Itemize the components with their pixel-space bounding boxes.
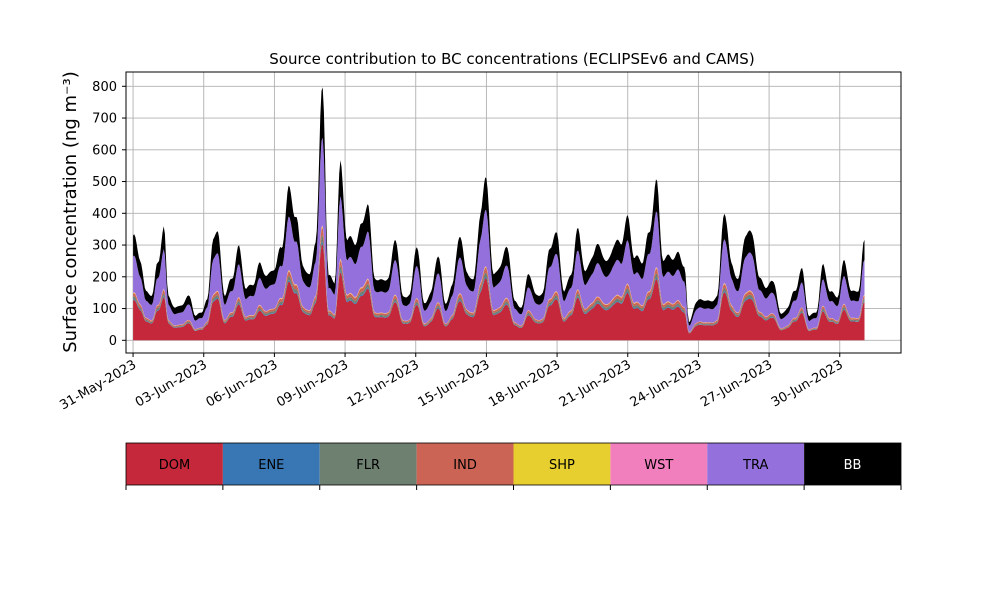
y-tick-label: 600 xyxy=(92,143,117,158)
x-tick-label: 12-Jun-2023 xyxy=(345,357,422,410)
x-tick-label: 31-May-2023 xyxy=(57,357,139,413)
legend-swatch-bb xyxy=(804,443,901,485)
y-tick-label: 500 xyxy=(92,175,117,190)
legend-swatch-ene xyxy=(222,443,320,485)
legend-label: DOM xyxy=(159,458,190,473)
x-tick-label: 15-Jun-2023 xyxy=(416,357,493,410)
x-tick-label: 21-Jun-2023 xyxy=(557,357,634,410)
chart-title: Source contribution to BC concentrations… xyxy=(269,50,754,68)
series-area-flr xyxy=(133,235,865,334)
legend-swatch-flr xyxy=(319,443,417,485)
y-axis-label: Surface concentration (ng m⁻³) xyxy=(60,71,81,353)
legend-swatch-tra xyxy=(707,443,805,485)
y-tick-label: 800 xyxy=(92,80,117,95)
legend-swatch-ind xyxy=(416,443,514,485)
series-area-ind xyxy=(133,227,865,333)
y-tick-label: 400 xyxy=(92,207,117,222)
series-area-bb xyxy=(133,87,865,326)
series-area-dom xyxy=(133,244,865,341)
legend-label: WST xyxy=(644,458,673,473)
legend: DOM ENE FLR IND SHP WST TRA BB xyxy=(125,442,902,490)
plot-area: 0 100 200 300 400 500 600 700 800 31-May-202303-J… xyxy=(57,71,902,413)
x-tick-label: 03-Jun-2023 xyxy=(133,357,210,410)
legend-label: IND xyxy=(453,458,477,473)
plot-frame xyxy=(125,71,902,354)
legend-swatch-dom xyxy=(126,443,223,485)
x-tick-label: 30-Jun-2023 xyxy=(769,357,846,410)
legend-swatch-shp xyxy=(513,443,611,485)
x-tick-label: 18-Jun-2023 xyxy=(486,357,563,410)
y-tick-label: 300 xyxy=(92,239,117,254)
legend-label: SHP xyxy=(549,458,575,473)
legend-label: ENE xyxy=(258,458,284,473)
x-tick-label: 09-Jun-2023 xyxy=(274,357,351,410)
series-area-ene xyxy=(133,241,865,334)
x-tick-label: 27-Jun-2023 xyxy=(698,357,775,410)
legend-label: TRA xyxy=(742,458,768,473)
y-tick-label: 100 xyxy=(92,302,117,317)
y-tick-label: 200 xyxy=(92,270,117,285)
x-tick-label: 24-Jun-2023 xyxy=(628,357,705,410)
legend-label: BB xyxy=(844,458,862,473)
legend-label: FLR xyxy=(356,458,380,473)
series-area-tra xyxy=(133,137,865,332)
y-tick-label: 700 xyxy=(92,112,117,127)
x-tick-label: 06-Jun-2023 xyxy=(204,357,281,410)
legend-swatch-wst xyxy=(610,443,708,485)
y-tick-label: 0 xyxy=(109,334,117,349)
